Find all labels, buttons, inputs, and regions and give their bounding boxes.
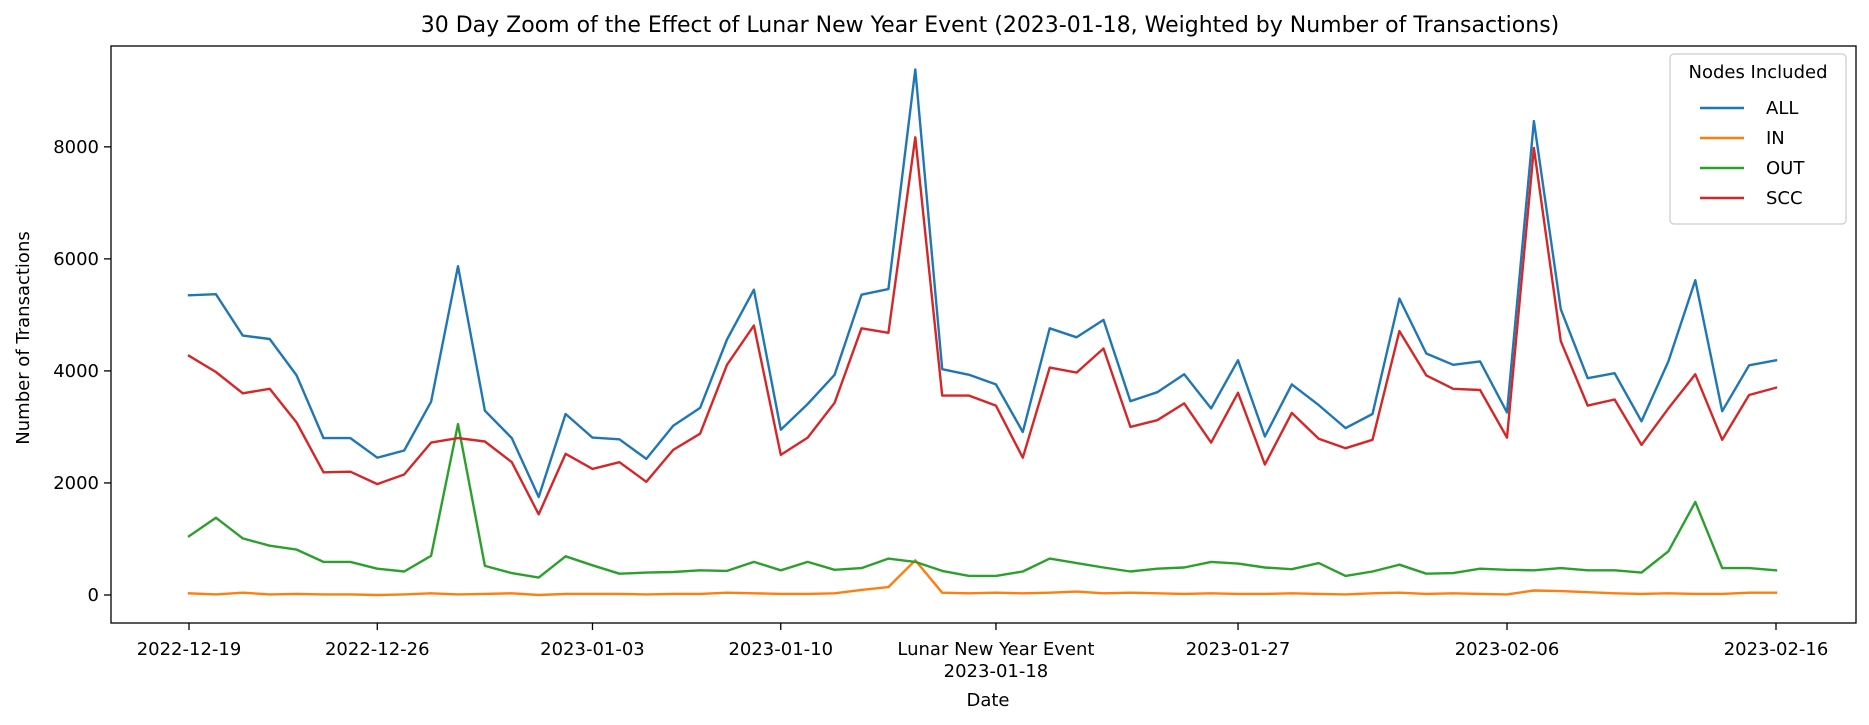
plot-frame xyxy=(110,45,1857,624)
x-tick-label: 2022-12-26 xyxy=(325,639,430,660)
x-tick-label: 2023-01-10 xyxy=(728,639,833,660)
series-line-all xyxy=(187,68,1778,499)
y-tick-label: 6000 xyxy=(53,249,99,270)
chart-title: 30 Day Zoom of the Effect of Lunar New Y… xyxy=(421,13,1560,38)
x-tick-label: 2022-12-19 xyxy=(137,639,242,660)
series-line-in xyxy=(187,559,1778,597)
y-tick-label: 2000 xyxy=(53,473,99,494)
legend-label-scc: SCC xyxy=(1766,188,1803,209)
legend: Nodes Included ALL IN OUT SCC xyxy=(1669,53,1847,225)
legend-label-all: ALL xyxy=(1766,98,1798,119)
series-layer xyxy=(187,68,1778,597)
series-line-out xyxy=(187,422,1778,579)
legend-title: Nodes Included xyxy=(1688,62,1827,83)
y-tick-label: 4000 xyxy=(53,361,99,382)
x-tick-label: 2023-02-06 xyxy=(1455,639,1560,660)
legend-label-in: IN xyxy=(1766,128,1785,149)
y-axis-label: Number of Transactions xyxy=(13,231,34,444)
legend-label-out: OUT xyxy=(1766,158,1805,179)
series-line-scc xyxy=(187,136,1778,516)
x-tick-label: 2023-01-27 xyxy=(1186,639,1291,660)
y-tick-label: 8000 xyxy=(53,137,99,158)
x-axis: 2022-12-19 2022-12-26 2023-01-03 2023-01-10… xyxy=(137,623,1829,682)
x-tick-label: 2023-02-16 xyxy=(1724,639,1829,660)
legend-box xyxy=(1669,53,1847,225)
x-tick-label: 2023-01-03 xyxy=(540,639,645,660)
y-tick-label: 0 xyxy=(88,585,99,606)
x-tick-label: 2023-01-18 xyxy=(944,661,1049,682)
event-tick-label: Lunar New Year Event xyxy=(897,639,1094,660)
x-axis-label: Date xyxy=(966,690,1009,711)
y-axis: 0 2000 4000 6000 8000 xyxy=(53,137,111,606)
